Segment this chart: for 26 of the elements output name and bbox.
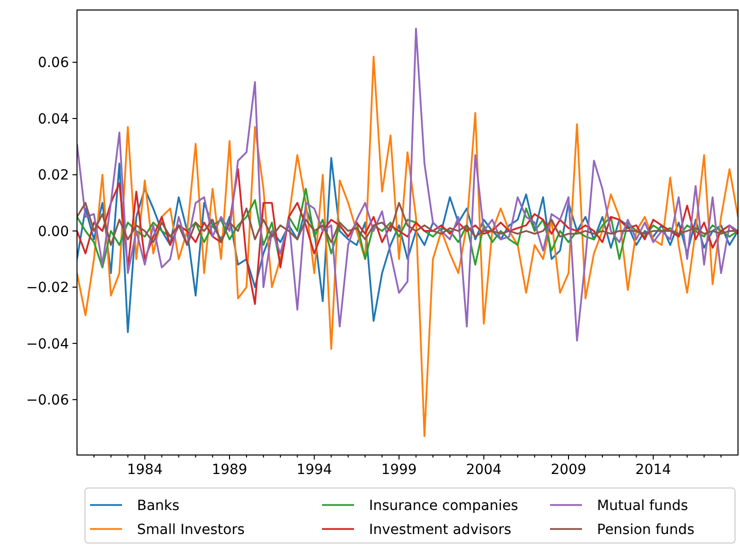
line-series xyxy=(77,168,738,305)
legend-label: Pension funds xyxy=(597,522,694,538)
line-series xyxy=(77,202,738,246)
x-tick-label: 2009 xyxy=(550,462,586,478)
legend-label: Insurance companies xyxy=(369,498,518,514)
x-tick-label: 1984 xyxy=(126,462,163,478)
x-tick-label: 1999 xyxy=(381,462,417,478)
line-series xyxy=(77,156,738,334)
y-tick-label: −0.06 xyxy=(26,392,70,409)
y-tick-label: 0.00 xyxy=(38,224,69,240)
x-tick-label: 1994 xyxy=(296,462,332,478)
x-tick-label: 1989 xyxy=(212,462,248,478)
legend-label: Mutual funds xyxy=(597,498,688,514)
x-tick-label: 2004 xyxy=(466,462,502,478)
line-series xyxy=(77,56,738,438)
y-tick-label: 0.04 xyxy=(38,111,70,128)
y-tick-label: −0.04 xyxy=(26,336,70,352)
line-series xyxy=(77,28,738,342)
legend-label: Small Investors xyxy=(137,522,245,538)
line-series xyxy=(77,188,738,268)
legend-label: Investment advisors xyxy=(369,522,512,538)
y-tick-label: 0.06 xyxy=(38,55,70,72)
x-tick-label: 2014 xyxy=(635,462,672,478)
y-tick-label: 0.02 xyxy=(38,168,69,184)
legend-label: Banks xyxy=(137,498,180,514)
y-tick-label: −0.02 xyxy=(26,280,69,296)
